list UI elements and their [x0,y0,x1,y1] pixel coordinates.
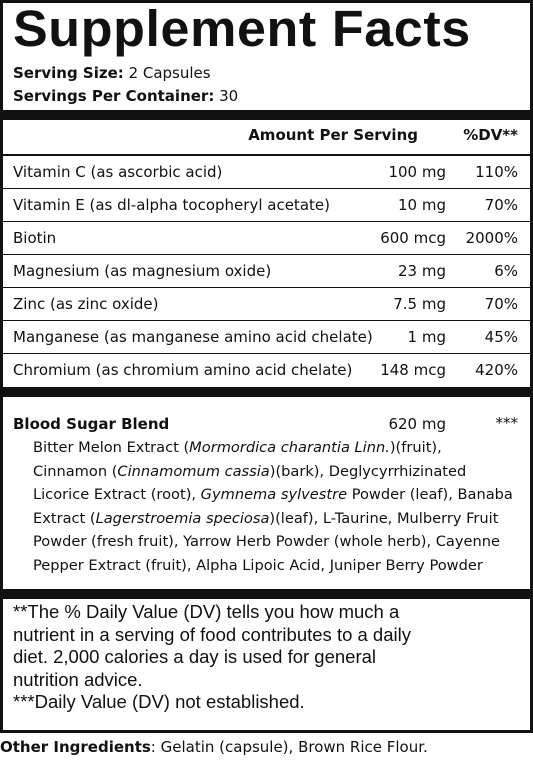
nutrient-row: Vitamin C (as ascorbic acid) 100 mg 110% [3,156,530,189]
thick-divider-bottom [3,589,530,599]
nutrient-row: Manganese (as manganese amino acid chela… [3,321,530,354]
panel-title: Supplement Facts [13,0,471,57]
nutrient-row: Zinc (as zinc oxide) 7.5 mg 70% [3,288,530,321]
blend-ingredient-line: Licorice Extract (root), Gymnema sylvest… [33,483,528,507]
botanical-name: Gymnema sylvestre [200,486,348,503]
header-divider [3,154,530,156]
row-divider [3,188,530,189]
thick-divider-middle [3,387,530,397]
other-ingredients-label: Other Ingredients [0,738,151,756]
footnote-line: ***Daily Value (DV) not established. [13,691,305,712]
nutrient-daily-value: 6% [494,262,518,280]
blend-daily-value: *** [495,414,519,432]
row-divider [3,320,530,321]
nutrient-daily-value: 420% [475,361,518,379]
blend-ingredient-line: Extract (Lagerstroemia speciosa)(leaf), … [33,507,528,531]
footnote-line: **The % Daily Value (DV) tells you how m… [13,601,400,622]
footnote-line: diet. 2,000 calories a day is used for g… [13,646,377,667]
thick-divider-top [3,110,530,120]
blend-amount: 620 mg [388,415,446,433]
row-divider [3,254,530,255]
nutrient-amount: 7.5 mg [393,295,446,313]
nutrient-row: Chromium (as chromium amino acid chelate… [3,354,530,387]
supplement-facts-panel: Supplement Facts Serving Size: 2 Capsule… [0,0,533,733]
nutrient-amount: 148 mcg [380,361,446,379]
blend-ingredient-line: Cinnamon (Cinnamomum cassia)(bark), Degl… [33,460,528,484]
blend-name: Blood Sugar Blend [13,415,170,433]
ingredient-text: Powder (leaf), Banaba [347,486,513,503]
blend-ingredient-line: Powder (fresh fruit), Yarrow Herb Powder… [33,530,528,554]
botanical-name: Lagerstroemia speciosa [95,509,270,527]
botanical-name: Cinnamomum cassia [117,462,270,480]
nutrient-daily-value: 70% [484,295,518,313]
botanical-name: Mormordica charantia Linn. [189,439,390,456]
blend-ingredient-line: Bitter Melon Extract (Mormordica charant… [33,436,528,460]
amount-per-serving-header: Amount Per Serving [248,126,418,144]
nutrient-name: Manganese (as manganese amino acid chela… [13,328,373,346]
daily-value-header: %DV** [463,126,518,144]
ingredient-text: Licorice Extract (root), [33,486,201,503]
nutrient-name: Zinc (as zinc oxide) [13,295,159,313]
nutrient-row: Biotin 600 mcg 2000% [3,222,530,255]
other-ingredients: Other Ingredients: Gelatin (capsule), Br… [0,737,428,757]
serving-size-value: 2 Capsules [128,64,211,82]
ingredient-text: )(fruit), [389,439,442,456]
nutrient-name: Vitamin C (as ascorbic acid) [13,163,223,181]
row-divider [3,353,530,354]
serving-size-label: Serving Size: [13,64,124,82]
footnotes: **The % Daily Value (DV) tells you how m… [13,601,528,714]
serving-size: Serving Size: 2 Capsules [13,63,211,83]
nutrient-amount: 23 mg [398,262,446,280]
ingredient-text: Bitter Melon Extract ( [33,439,190,456]
row-divider [3,221,530,222]
servings-per-container-value: 30 [219,87,239,105]
ingredient-text: )(leaf), L-Taurine, Mulberry Fruit [269,509,499,527]
nutrient-name: Vitamin E (as dl-alpha tocopheryl acetat… [13,196,330,214]
other-ingredients-value: : Gelatin (capsule), Brown Rice Flour. [150,738,428,756]
nutrient-amount: 600 mcg [380,229,446,247]
ingredient-text: Powder (fresh fruit), Yarrow Herb Powder… [33,533,500,550]
nutrient-amount: 1 mg [407,328,446,346]
nutrient-daily-value: 110% [475,163,518,181]
ingredient-text: Extract ( [33,509,96,527]
nutrient-daily-value: 2000% [465,229,518,247]
nutrient-row: Vitamin E (as dl-alpha tocopheryl acetat… [3,189,530,222]
ingredient-text: Pepper Extract (fruit), Alpha Lipoic Aci… [33,556,483,574]
blend-ingredients: Bitter Melon Extract (Mormordica charant… [33,436,528,577]
blend-ingredient-line: Pepper Extract (fruit), Alpha Lipoic Aci… [33,554,528,578]
nutrient-row: Magnesium (as magnesium oxide) 23 mg 6% [3,255,530,288]
servings-per-container-label: Servings Per Container: [13,87,215,105]
footnote-line: nutrition advice. [13,668,143,690]
footnote-line: nutrient in a serving of food contribute… [13,623,411,645]
servings-per-container: Servings Per Container: 30 [13,86,238,106]
nutrient-daily-value: 45% [484,328,518,346]
nutrient-daily-value: 70% [484,196,518,214]
nutrient-amount: 10 mg [398,196,446,214]
ingredient-text: Cinnamon ( [33,462,118,480]
ingredient-text: )(bark), Deglycyrrhizinated [269,462,467,480]
nutrient-name: Chromium (as chromium amino acid chelate… [13,361,353,379]
nutrient-name: Magnesium (as magnesium oxide) [13,262,272,280]
row-divider [3,287,530,288]
nutrient-name: Biotin [13,229,57,247]
nutrient-amount: 100 mg [388,163,446,181]
